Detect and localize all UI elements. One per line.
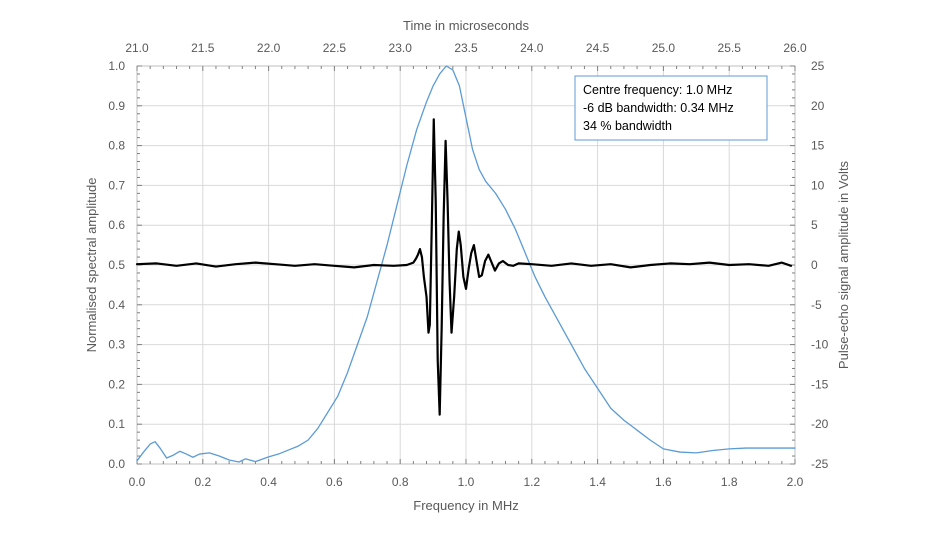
y-left-tick-label: 0.1 <box>108 417 125 431</box>
x-top-tick-label: 22.0 <box>257 41 281 55</box>
y-right-tick-label: 25 <box>811 59 825 73</box>
x-bottom-tick-label: 2.0 <box>787 475 804 489</box>
y-left-tick-label: 0.8 <box>108 139 125 153</box>
x-top-tick-label: 24.0 <box>520 41 544 55</box>
spectrum-line <box>136 65 796 463</box>
x-bottom-tick-label: 1.2 <box>523 475 540 489</box>
y-left-tick-label: 0.4 <box>108 298 125 312</box>
y-left-tick-label: 0.5 <box>108 258 125 272</box>
x-bottom-tick-label: 1.4 <box>589 475 606 489</box>
x-top-tick-label: 21.5 <box>191 41 215 55</box>
x-top-tick-label: 25.0 <box>652 41 676 55</box>
y-right-tick-label: 10 <box>811 178 825 192</box>
x-top-tick-label: 25.5 <box>718 41 742 55</box>
y-right-tick-label: -20 <box>811 417 829 431</box>
x-top-tick-label: 21.0 <box>125 41 149 55</box>
series-layer <box>135 65 796 463</box>
x-top-tick-label: 23.0 <box>389 41 413 55</box>
x-bottom-axis-title: Frequency in MHz <box>413 498 518 513</box>
y-right-tick-label: -10 <box>811 338 829 352</box>
y-left-tick-label: 1.0 <box>108 59 125 73</box>
x-bottom-tick-label: 1.0 <box>458 475 475 489</box>
y-right-tick-label: -25 <box>811 457 829 471</box>
x-bottom-tick-label: 0.4 <box>260 475 277 489</box>
y-right-tick-label: -5 <box>811 298 822 312</box>
y-left-tick-label: 0.2 <box>108 377 125 391</box>
x-bottom-tick-label: 1.6 <box>655 475 672 489</box>
y-right-tick-label: -15 <box>811 377 829 391</box>
x-bottom-tick-label: 0.6 <box>326 475 343 489</box>
x-bottom-tick-label: 0.2 <box>194 475 211 489</box>
x-top-axis-title: Time in microseconds <box>403 18 529 33</box>
y-right-tick-label: 20 <box>811 99 825 113</box>
annotation-line: -6 dB bandwidth: 0.34 MHz <box>583 101 734 115</box>
minor-ticks <box>136 65 796 465</box>
annotation-box: Centre frequency: 1.0 MHz -6 dB bandwidt… <box>574 75 768 141</box>
y-left-tick-label: 0.9 <box>108 99 125 113</box>
y-left-tick-label: 0.3 <box>108 338 125 352</box>
y-left-tick-label: 0.7 <box>108 178 125 192</box>
x-bottom-tick-label: 1.8 <box>721 475 738 489</box>
x-top-tick-label: 22.5 <box>323 41 347 55</box>
y-right-tick-label: 5 <box>811 218 818 232</box>
y-right-tick-label: 15 <box>811 139 825 153</box>
annotation-line: 34 % bandwidth <box>583 119 672 133</box>
x-bottom-tick-label: 0.8 <box>392 475 409 489</box>
annotation-line: Centre frequency: 1.0 MHz <box>583 83 732 97</box>
tick-labels: 0.0 0.2 0.4 0.6 0.8 1.0 1.2 1.4 1.6 1.8 2.0 21.0 21.… <box>108 41 828 489</box>
y-right-tick-label: 0 <box>811 258 818 272</box>
x-bottom-tick-label: 0.0 <box>129 475 146 489</box>
x-top-tick-label: 26.0 <box>783 41 807 55</box>
y-left-axis-title: Normalised spectral amplitude <box>84 178 99 353</box>
y-right-axis-title: Pulse-echo signal amplitude in Volts <box>836 160 851 369</box>
y-left-tick-label: 0.0 <box>108 457 125 471</box>
y-left-tick-label: 0.6 <box>108 218 125 232</box>
x-top-tick-label: 24.5 <box>586 41 610 55</box>
x-top-tick-label: 23.5 <box>454 41 478 55</box>
pulse-echo-line <box>135 118 793 416</box>
